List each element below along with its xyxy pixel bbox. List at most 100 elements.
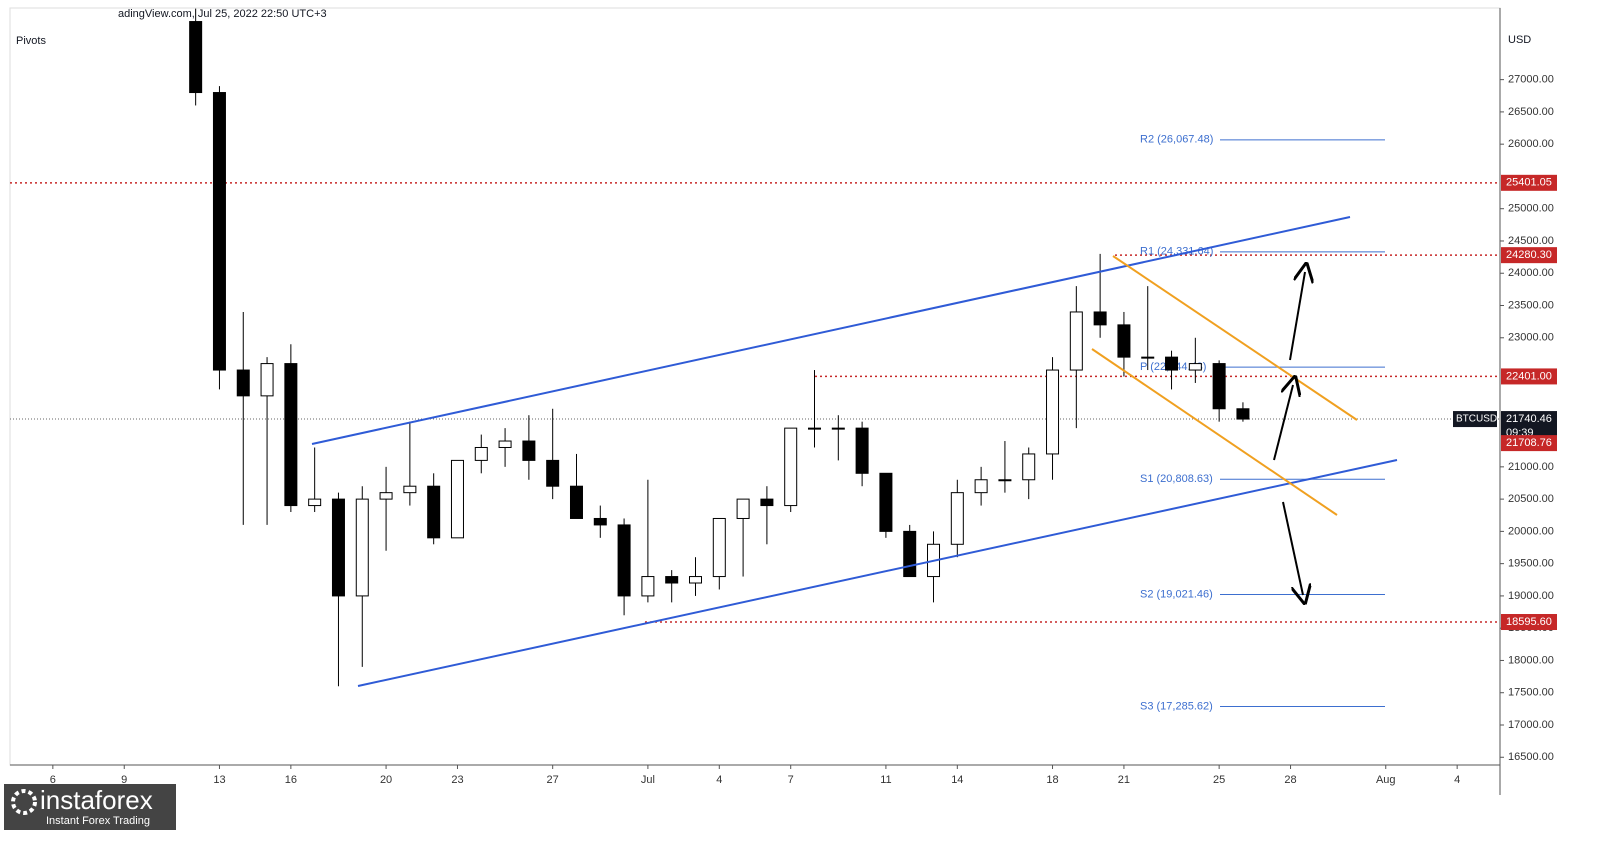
candle-body	[1117, 324, 1131, 358]
x-tick-label: 20	[380, 774, 392, 786]
logo-bg	[4, 784, 176, 830]
flag-upper	[1112, 255, 1358, 421]
y-tick-label: 26500.00	[1508, 106, 1554, 118]
level-tag	[1501, 368, 1557, 385]
logo: instaforex Instant Forex Trading	[4, 784, 176, 830]
candle-body	[1046, 369, 1060, 455]
x-tick-label: 27	[547, 774, 559, 786]
candle-body	[260, 363, 274, 397]
candle-body	[974, 479, 988, 494]
level-tag	[1501, 174, 1557, 191]
y-tick-label: 19500.00	[1508, 558, 1554, 570]
x-tick-label: 7	[788, 774, 794, 786]
series-layer: 16500.0017000.0017500.0018000.0018500.00…	[10, 8, 1557, 786]
y-tick-label: 19000.00	[1508, 590, 1554, 602]
candle-body	[1141, 356, 1155, 359]
candle-body	[236, 369, 250, 397]
x-tick-label: Aug	[1376, 774, 1396, 786]
candle-body	[998, 479, 1012, 482]
candle-body	[1212, 363, 1226, 410]
candle-body	[641, 576, 655, 597]
channel-upper	[311, 216, 1351, 445]
candle-body	[808, 427, 822, 430]
candle-body	[688, 576, 702, 584]
x-tick-label: Jul	[641, 774, 655, 786]
x-tick-label: 6	[50, 774, 56, 786]
candle-body	[879, 472, 893, 532]
candle-body	[760, 498, 774, 507]
candle-body	[950, 492, 964, 545]
pivot-label: S3 (17,285.62)	[1140, 700, 1213, 712]
y-tick-label: 25000.00	[1508, 203, 1554, 215]
pivot-label: S1 (20,808.63)	[1140, 473, 1213, 485]
indicator-name: Pivots	[16, 35, 46, 47]
header-title: adingView.com, Jul 25, 2022 22:50 UTC+3	[118, 8, 327, 20]
y-tick-label: 27000.00	[1508, 74, 1554, 86]
pivot-label: R1 (24,331.64)	[1140, 246, 1213, 258]
x-tick-label: 14	[951, 774, 963, 786]
currency: USD	[1508, 34, 1531, 46]
flag-lower	[1091, 348, 1338, 516]
candle-body	[403, 485, 417, 494]
x-tick-label: 21	[1118, 774, 1130, 786]
candle-body	[736, 498, 750, 519]
plot-frame	[9, 7, 1501, 766]
candle-body	[903, 530, 917, 578]
candle-body	[855, 427, 869, 474]
candle-body	[498, 440, 512, 448]
pivot-label: R2 (26,067.48)	[1140, 134, 1213, 146]
x-tick-label: 16	[285, 774, 297, 786]
candle-body	[522, 440, 536, 461]
pivot-label: S2 (19,021.46)	[1140, 588, 1213, 600]
y-tick-label: 24500.00	[1508, 235, 1554, 247]
candle-body	[665, 576, 679, 584]
prev-tag-label: 21708.76	[1506, 437, 1552, 449]
candle-body	[308, 498, 322, 507]
level-label: 24280.30	[1506, 249, 1552, 261]
candle-body	[474, 446, 488, 461]
level-label: 25401.05	[1506, 177, 1552, 189]
candle-body	[1165, 356, 1179, 371]
x-tick-label: 25	[1213, 774, 1225, 786]
candle-body	[379, 492, 393, 500]
level-label: 22401.00	[1506, 370, 1552, 382]
candle-body	[1236, 408, 1250, 420]
prev-tag	[1501, 435, 1557, 452]
last-price-label: 21740.46	[1506, 413, 1552, 425]
y-tick-label: 24000.00	[1508, 267, 1554, 279]
candle-body	[546, 459, 560, 487]
x-tick-label: 13	[213, 774, 225, 786]
y-tick-label: 23500.00	[1508, 299, 1554, 311]
logo-tagline: Instant Forex Trading	[46, 815, 150, 827]
x-tick-label: 11	[880, 774, 891, 786]
channel-lower	[357, 459, 1398, 687]
y-tick-label: 17000.00	[1508, 719, 1554, 731]
candle-body	[617, 524, 631, 597]
y-tick-label: 18000.00	[1508, 654, 1554, 666]
y-tick-label: 20000.00	[1508, 525, 1554, 537]
y-tick-label: 16500.00	[1508, 751, 1554, 763]
level-tag	[1501, 247, 1557, 264]
arrow-down	[1282, 501, 1303, 595]
candle-body	[1022, 453, 1036, 481]
candle-body	[450, 459, 464, 539]
candle-body	[427, 485, 441, 539]
y-tick-label: 20500.00	[1508, 493, 1554, 505]
arrow-up-small	[1273, 385, 1293, 461]
x-tick-label: 18	[1046, 774, 1058, 786]
x-tick-label: 28	[1284, 774, 1296, 786]
candle-body	[784, 427, 798, 507]
candle-body	[284, 363, 298, 507]
candle-body	[1093, 311, 1107, 326]
level-tag	[1501, 614, 1557, 631]
candle-body	[593, 517, 607, 526]
x-tick-label: 9	[121, 774, 127, 786]
y-tick-label: 26000.00	[1508, 138, 1554, 150]
candle-body	[331, 498, 345, 597]
symbol-label: BTCUSD	[1456, 414, 1497, 425]
x-tick-label: 4	[1454, 774, 1460, 786]
candle-body	[712, 517, 726, 578]
candle-body	[569, 485, 583, 519]
logo-icon	[11, 789, 37, 815]
candle-body	[831, 427, 845, 430]
